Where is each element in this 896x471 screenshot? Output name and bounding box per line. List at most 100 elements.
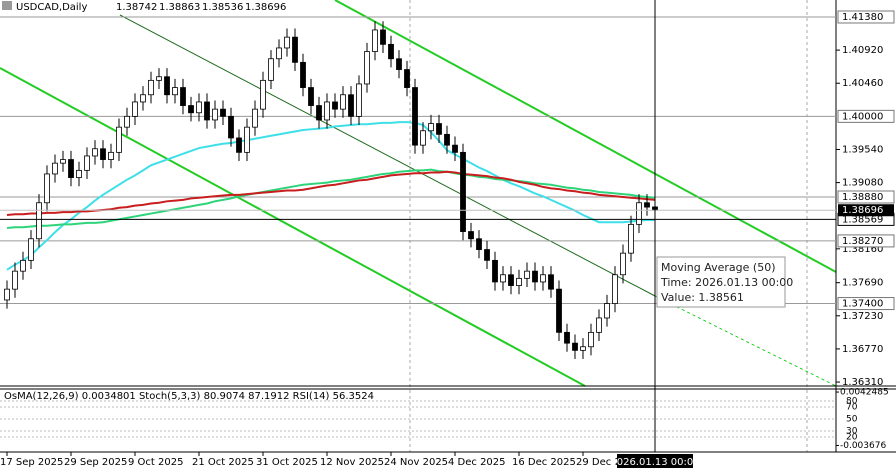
indicator-title: OsMA(12,26,9) 0.0034801 Stoch(5,3,3) 80.… bbox=[4, 391, 374, 402]
level-box bbox=[837, 297, 895, 311]
candle-body bbox=[244, 126, 250, 153]
candle-body bbox=[596, 317, 602, 333]
y-tick-label: 20 bbox=[846, 433, 858, 443]
candle-body bbox=[52, 162, 58, 175]
x-tick-label: 29 Dec 2025 bbox=[576, 457, 640, 468]
level-box bbox=[837, 109, 895, 123]
candle-body bbox=[524, 270, 530, 279]
y-tick-label: 50 bbox=[846, 415, 858, 425]
layout bbox=[0, 0, 896, 453]
candle-body bbox=[468, 231, 474, 240]
candle-body bbox=[612, 274, 618, 304]
ma-line bbox=[6, 121, 656, 271]
candle-body bbox=[124, 115, 130, 128]
trend-line bbox=[0, 67, 586, 387]
candle-body bbox=[316, 105, 322, 121]
candle-body bbox=[548, 274, 554, 290]
candle-body bbox=[388, 43, 394, 60]
candle-body bbox=[132, 101, 138, 117]
x-tick-label: 9 Oct 2025 bbox=[128, 457, 183, 468]
y-tick-label: 1.36770 bbox=[842, 344, 883, 355]
candle-body bbox=[156, 76, 162, 81]
candle-body bbox=[332, 101, 338, 110]
candle-body bbox=[500, 274, 506, 283]
candle-body bbox=[380, 29, 386, 45]
candle-body bbox=[644, 202, 650, 208]
candle-body bbox=[580, 346, 586, 351]
y2-tick-label: 0.0042485 bbox=[840, 388, 889, 398]
tooltip-title: Moving Average (50) bbox=[661, 261, 776, 274]
candle-body bbox=[252, 108, 258, 128]
level-label: 1.37400 bbox=[842, 299, 883, 310]
trend-extension bbox=[654, 295, 837, 387]
candle-body bbox=[308, 87, 314, 106]
candle-body bbox=[492, 259, 498, 283]
ohlc-close: 1.38696 bbox=[245, 2, 286, 13]
candle-body bbox=[220, 108, 226, 117]
candle-body bbox=[436, 123, 442, 135]
candle-body bbox=[60, 159, 66, 164]
candle-body bbox=[516, 277, 522, 286]
y-tick-label: 1.38160 bbox=[842, 244, 883, 255]
tooltip-time: Time: 2026.01.13 00:00 bbox=[660, 276, 793, 289]
candle-body bbox=[68, 159, 74, 178]
candle-body bbox=[12, 270, 18, 290]
candle-body bbox=[164, 76, 170, 96]
candle-body bbox=[268, 58, 274, 81]
candle-body bbox=[100, 148, 106, 160]
candle-body bbox=[476, 238, 482, 250]
candle-body bbox=[300, 61, 306, 88]
candle-body bbox=[108, 151, 114, 160]
candle-body bbox=[148, 79, 154, 96]
level-label: 1.40000 bbox=[842, 111, 883, 122]
candle-body bbox=[556, 288, 562, 333]
level-label: 1.38880 bbox=[842, 192, 883, 203]
icon bbox=[2, 1, 12, 10]
candle-body bbox=[284, 36, 290, 49]
marks: 1.40920 1.40460 1.39540 1.39080 1.38160 1.376… bbox=[0, 16, 889, 468]
candle-body bbox=[452, 144, 458, 153]
ohlc-high: 1.38863 bbox=[159, 2, 200, 13]
y-tick-label: 1.37230 bbox=[842, 311, 883, 322]
candle-body bbox=[116, 126, 122, 153]
y-tick-label: 70 bbox=[846, 403, 858, 413]
candle-body bbox=[340, 94, 346, 110]
candle-body bbox=[28, 238, 34, 261]
candle-body bbox=[84, 155, 90, 171]
trend-line bbox=[119, 14, 656, 297]
current-price-box bbox=[838, 204, 894, 217]
y-tick-label: 1.36310 bbox=[842, 377, 883, 388]
candle-body bbox=[172, 87, 178, 96]
candle-body bbox=[228, 115, 234, 139]
candle-body bbox=[188, 105, 194, 114]
y2-tick-label: -0.003676 bbox=[840, 441, 886, 451]
candle-body bbox=[20, 259, 26, 272]
level-label: 1.41380 bbox=[842, 12, 883, 23]
candle-body bbox=[36, 202, 42, 240]
candle-body bbox=[420, 130, 426, 146]
y-tick-label: 1.40460 bbox=[842, 78, 883, 89]
candle-body bbox=[404, 69, 410, 88]
y-tick-label: 1.40920 bbox=[842, 45, 883, 56]
candle-body bbox=[180, 87, 186, 106]
level-box bbox=[837, 190, 895, 204]
candle-body bbox=[76, 169, 82, 178]
x-tick-label: 24 Nov 2025 bbox=[384, 457, 448, 468]
ohlc-low: 1.38536 bbox=[202, 2, 243, 13]
cursor-time-label: 2026.01.13 00:00 bbox=[610, 457, 699, 468]
x-tick-label: 4 Dec 2025 bbox=[448, 457, 506, 468]
trend-line bbox=[334, 0, 837, 273]
candle-body bbox=[396, 58, 402, 70]
candle-body bbox=[364, 51, 370, 85]
candle-body bbox=[564, 331, 570, 344]
tooltip bbox=[656, 256, 786, 308]
candle-body bbox=[196, 101, 202, 114]
candle-body bbox=[540, 274, 546, 283]
candle-body bbox=[588, 331, 594, 348]
tooltip-value: Value: 1.38561 bbox=[661, 291, 744, 304]
current-price-label: 1.38696 bbox=[842, 205, 883, 216]
y-tick-label: 30 bbox=[846, 427, 858, 437]
x-tick-label: 29 Sep 2025 bbox=[64, 457, 127, 468]
